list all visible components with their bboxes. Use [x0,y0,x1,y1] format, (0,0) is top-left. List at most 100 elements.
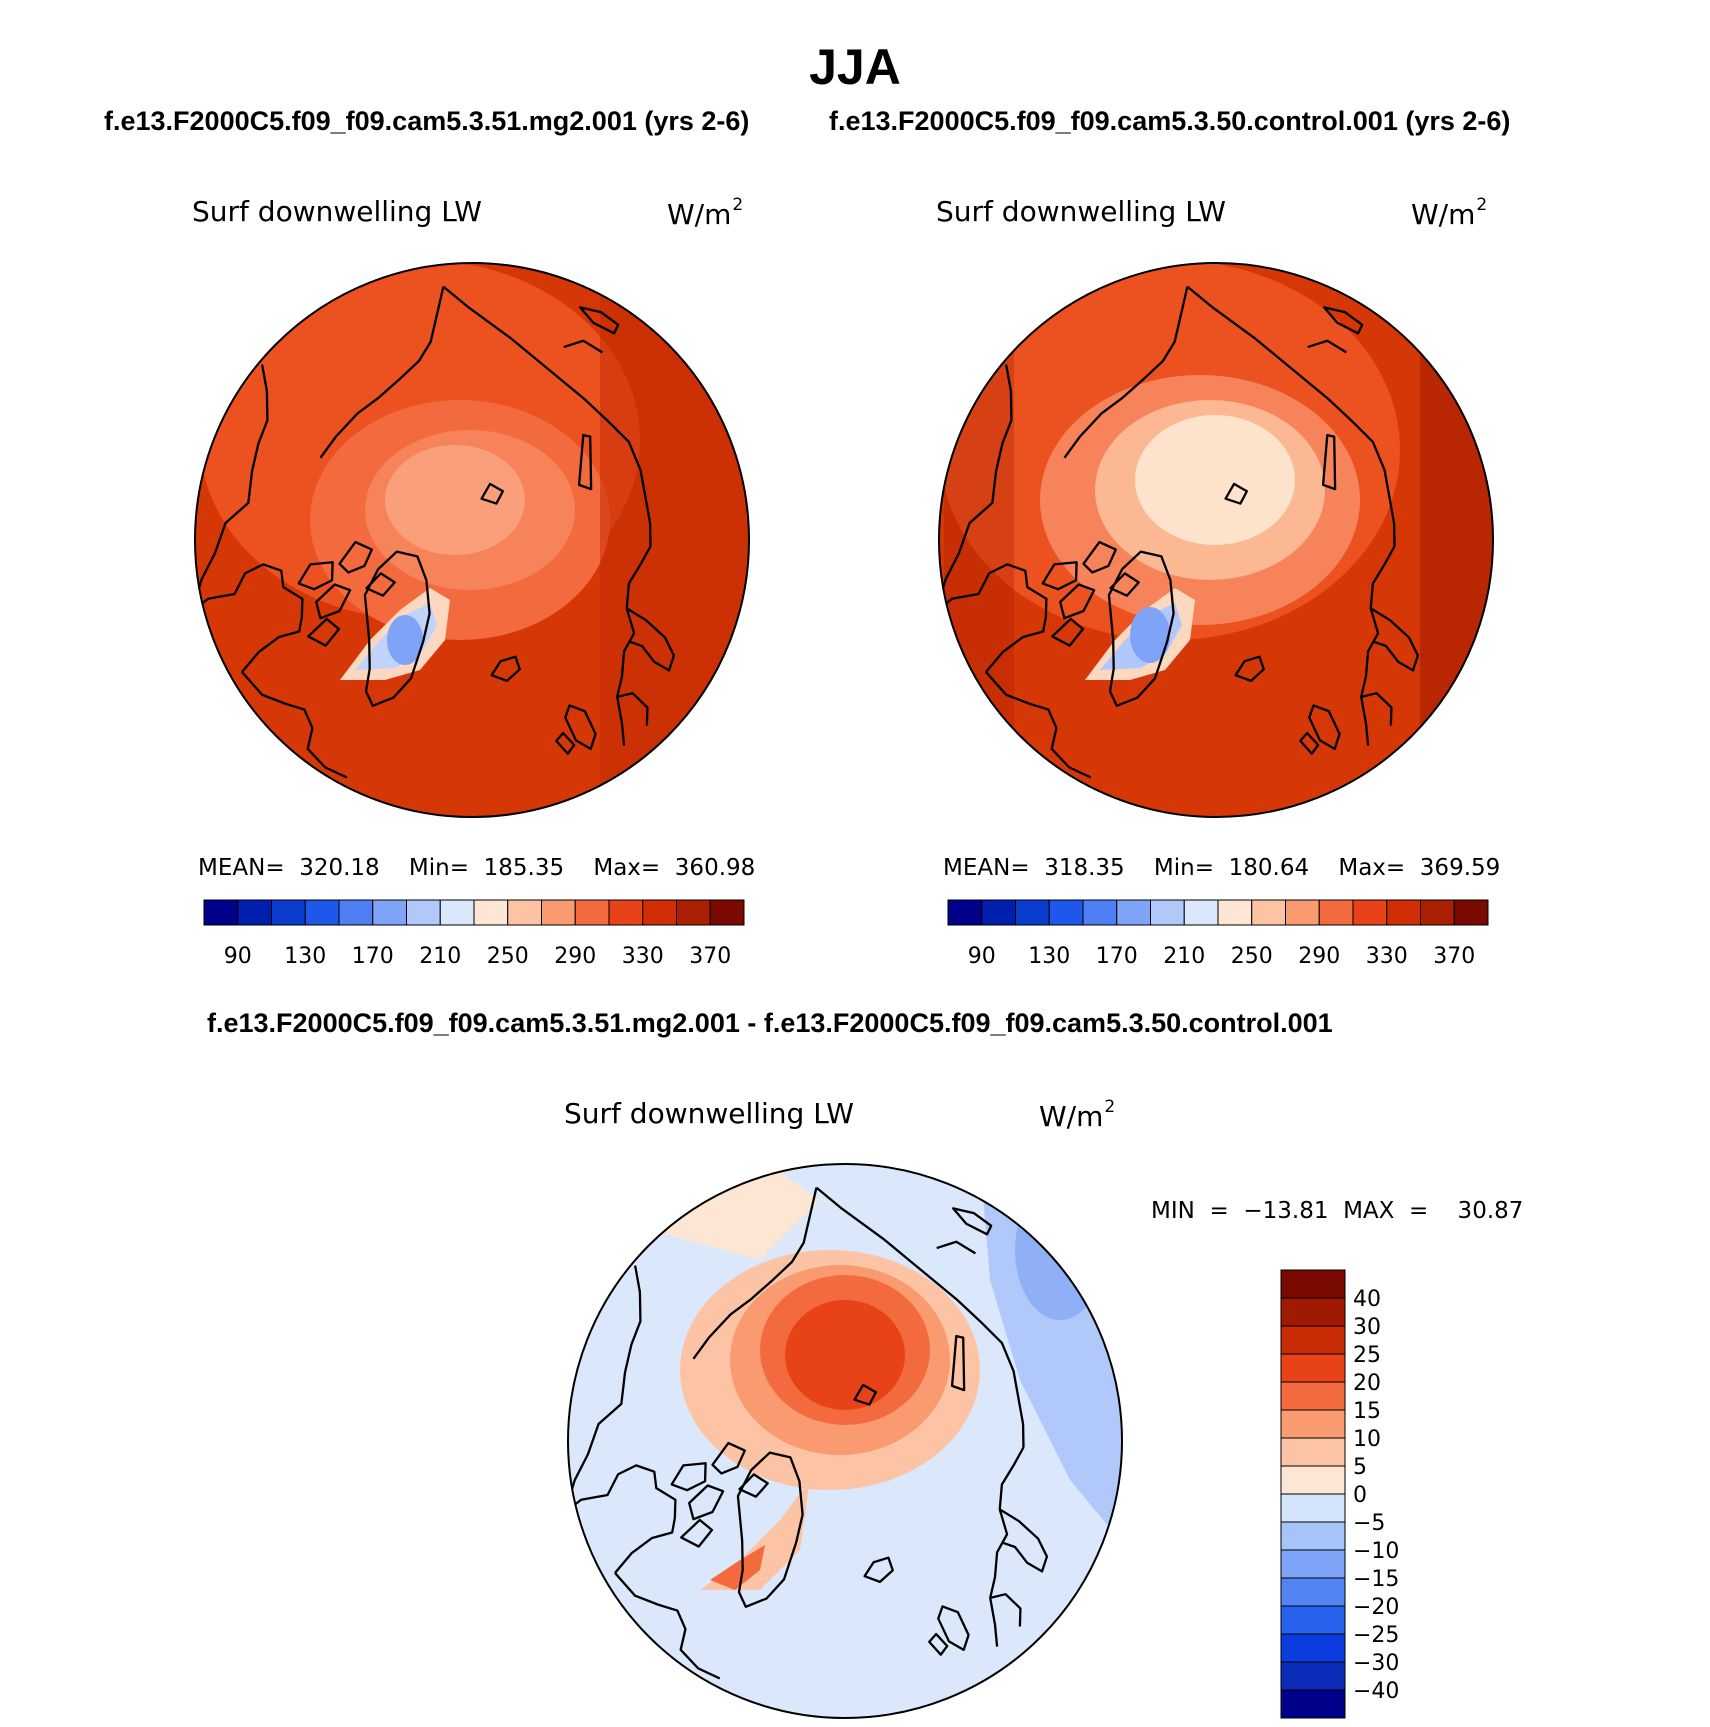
left-colorbar-box [574,899,610,926]
diff-colorbar-tick-label: −30 [1353,1651,1399,1676]
left-map-border [194,262,750,818]
difference-title: f.e13.F2000C5.f09_f09.cam5.3.51.mg2.001 … [207,1008,1333,1038]
diff-colorbar-tick-label: −40 [1353,1679,1399,1704]
left-colorbar-box [541,899,576,926]
right-colorbar-box [1285,899,1320,926]
right-colorbar-box [1352,899,1388,926]
right-map-border [938,262,1494,818]
right-colorbar-tick-label: 250 [1231,944,1273,969]
right-colorbar-tick-label: 90 [968,944,996,969]
left-colorbar-tick-label: 370 [689,944,731,969]
diff-colorbar-tick-label: 20 [1353,1371,1381,1396]
diff-colorbar-box [1280,1465,1346,1495]
right-colorbar-box [1318,899,1354,926]
left-colorbar: 90 130 170 210 250 290 330 370 [203,899,745,969]
left-colorbar-box [338,899,374,926]
left-colorbar-box [406,899,441,926]
figure-title: JJA [809,39,901,95]
diff-colorbar-box [1280,1437,1346,1467]
diff-colorbar-tick-label: 40 [1353,1287,1381,1312]
right-colorbar-tick-label: 330 [1366,944,1408,969]
left-colorbar-tick-label: 330 [622,944,664,969]
left-colorbar-box [709,899,745,926]
right-colorbar-tick-label: 130 [1028,944,1070,969]
right-colorbar-box [1420,899,1455,926]
diff-map-border [567,1163,1123,1719]
left-colorbar-tick-label: 290 [554,944,596,969]
diff-colorbar-tick-label: 10 [1353,1427,1381,1452]
diff-colorbar-box [1280,1577,1346,1607]
diff-colorbar-tick-label: −10 [1353,1539,1399,1564]
right-stats: MEAN= 318.35 Min= 180.64 Max= 369.59 [943,855,1501,881]
diff-colorbar-tick-label: 30 [1353,1315,1381,1340]
left-colorbar-box [439,899,475,926]
diff-colorbar-box [1280,1633,1346,1663]
right-case-title: f.e13.F2000C5.f09_f09.cam5.3.50.control.… [829,106,1511,136]
diff-colorbar-box [1280,1661,1346,1691]
left-colorbar-tick-label: 90 [224,944,252,969]
right-colorbar-tick-label: 210 [1163,944,1205,969]
diff-colorbar-box [1280,1409,1346,1439]
left-colorbar-tick-label: 210 [419,944,461,969]
left-colorbar-box [237,899,272,926]
diff-colorbar: 40 30 25 20 15 10 5 0 −5 −10 −15 −20 −25 −30 −40 [1280,1269,1399,1719]
left-colorbar-box [676,899,711,926]
diff-colorbar-box [1280,1269,1346,1299]
left-colorbar-box [642,899,677,926]
left-units: W/m2 [667,195,744,231]
diff-colorbar-box [1280,1353,1346,1383]
left-colorbar-tick-label: 170 [352,944,394,969]
diff-colorbar-box [1280,1325,1346,1355]
diff-colorbar-box [1280,1493,1346,1523]
left-colorbar-box [203,899,239,926]
right-colorbar-box [1453,899,1489,926]
diff-stats: MIN = −13.81 MAX = 30.87 [1151,1198,1524,1224]
right-colorbar-box [1082,899,1118,926]
right-colorbar-box [1015,899,1050,926]
diff-colorbar-tick-label: 0 [1353,1483,1367,1508]
right-colorbar-box [981,899,1016,926]
diff-colorbar-tick-label: −5 [1353,1511,1385,1536]
diff-colorbar-box [1280,1689,1346,1719]
left-colorbar-tick-label: 250 [487,944,529,969]
left-colorbar-box [271,899,306,926]
left-variable-label: Surf downwelling LW [192,195,482,228]
right-colorbar-box [1386,899,1421,926]
left-stats: MEAN= 320.18 Min= 185.35 Max= 360.98 [198,855,756,881]
left-colorbar-box [608,899,644,926]
diff-colorbar-tick-label: −15 [1353,1567,1399,1592]
diff-colorbar-box [1280,1549,1346,1579]
diff-colorbar-tick-label: −20 [1353,1595,1399,1620]
diff-colorbar-tick-label: 5 [1353,1455,1367,1480]
diff-colorbar-box [1280,1381,1346,1411]
right-colorbar: 90 130 170 210 250 290 330 370 [947,899,1489,969]
right-colorbar-tick-label: 170 [1096,944,1138,969]
left-colorbar-box [473,899,509,926]
left-case-title: f.e13.F2000C5.f09_f09.cam5.3.51.mg2.001 … [104,106,750,136]
diff-colorbar-box [1280,1605,1346,1635]
right-colorbar-box [1150,899,1185,926]
right-variable-label: Surf downwelling LW [936,195,1226,228]
right-colorbar-box [1183,899,1219,926]
right-units: W/m2 [1411,195,1488,231]
diff-variable-label: Surf downwelling LW [564,1097,854,1130]
right-polar-map [939,263,1493,817]
diff-polar-map [568,1164,1122,1718]
diff-colorbar-box [1280,1297,1346,1327]
diff-colorbar-tick-label: 15 [1353,1399,1381,1424]
diff-colorbar-box [1280,1521,1346,1551]
right-colorbar-box [1116,899,1151,926]
diff-colorbar-tick-label: −25 [1353,1623,1399,1648]
right-colorbar-box [1048,899,1084,926]
left-polar-map [195,263,749,817]
right-colorbar-tick-label: 290 [1298,944,1340,969]
left-colorbar-box [372,899,407,926]
right-colorbar-tick-label: 370 [1433,944,1475,969]
right-colorbar-box [947,899,983,926]
right-colorbar-box [1251,899,1286,926]
left-colorbar-box [507,899,542,926]
left-colorbar-box [304,899,340,926]
diff-units: W/m2 [1039,1097,1116,1133]
left-colorbar-tick-label: 130 [284,944,326,969]
